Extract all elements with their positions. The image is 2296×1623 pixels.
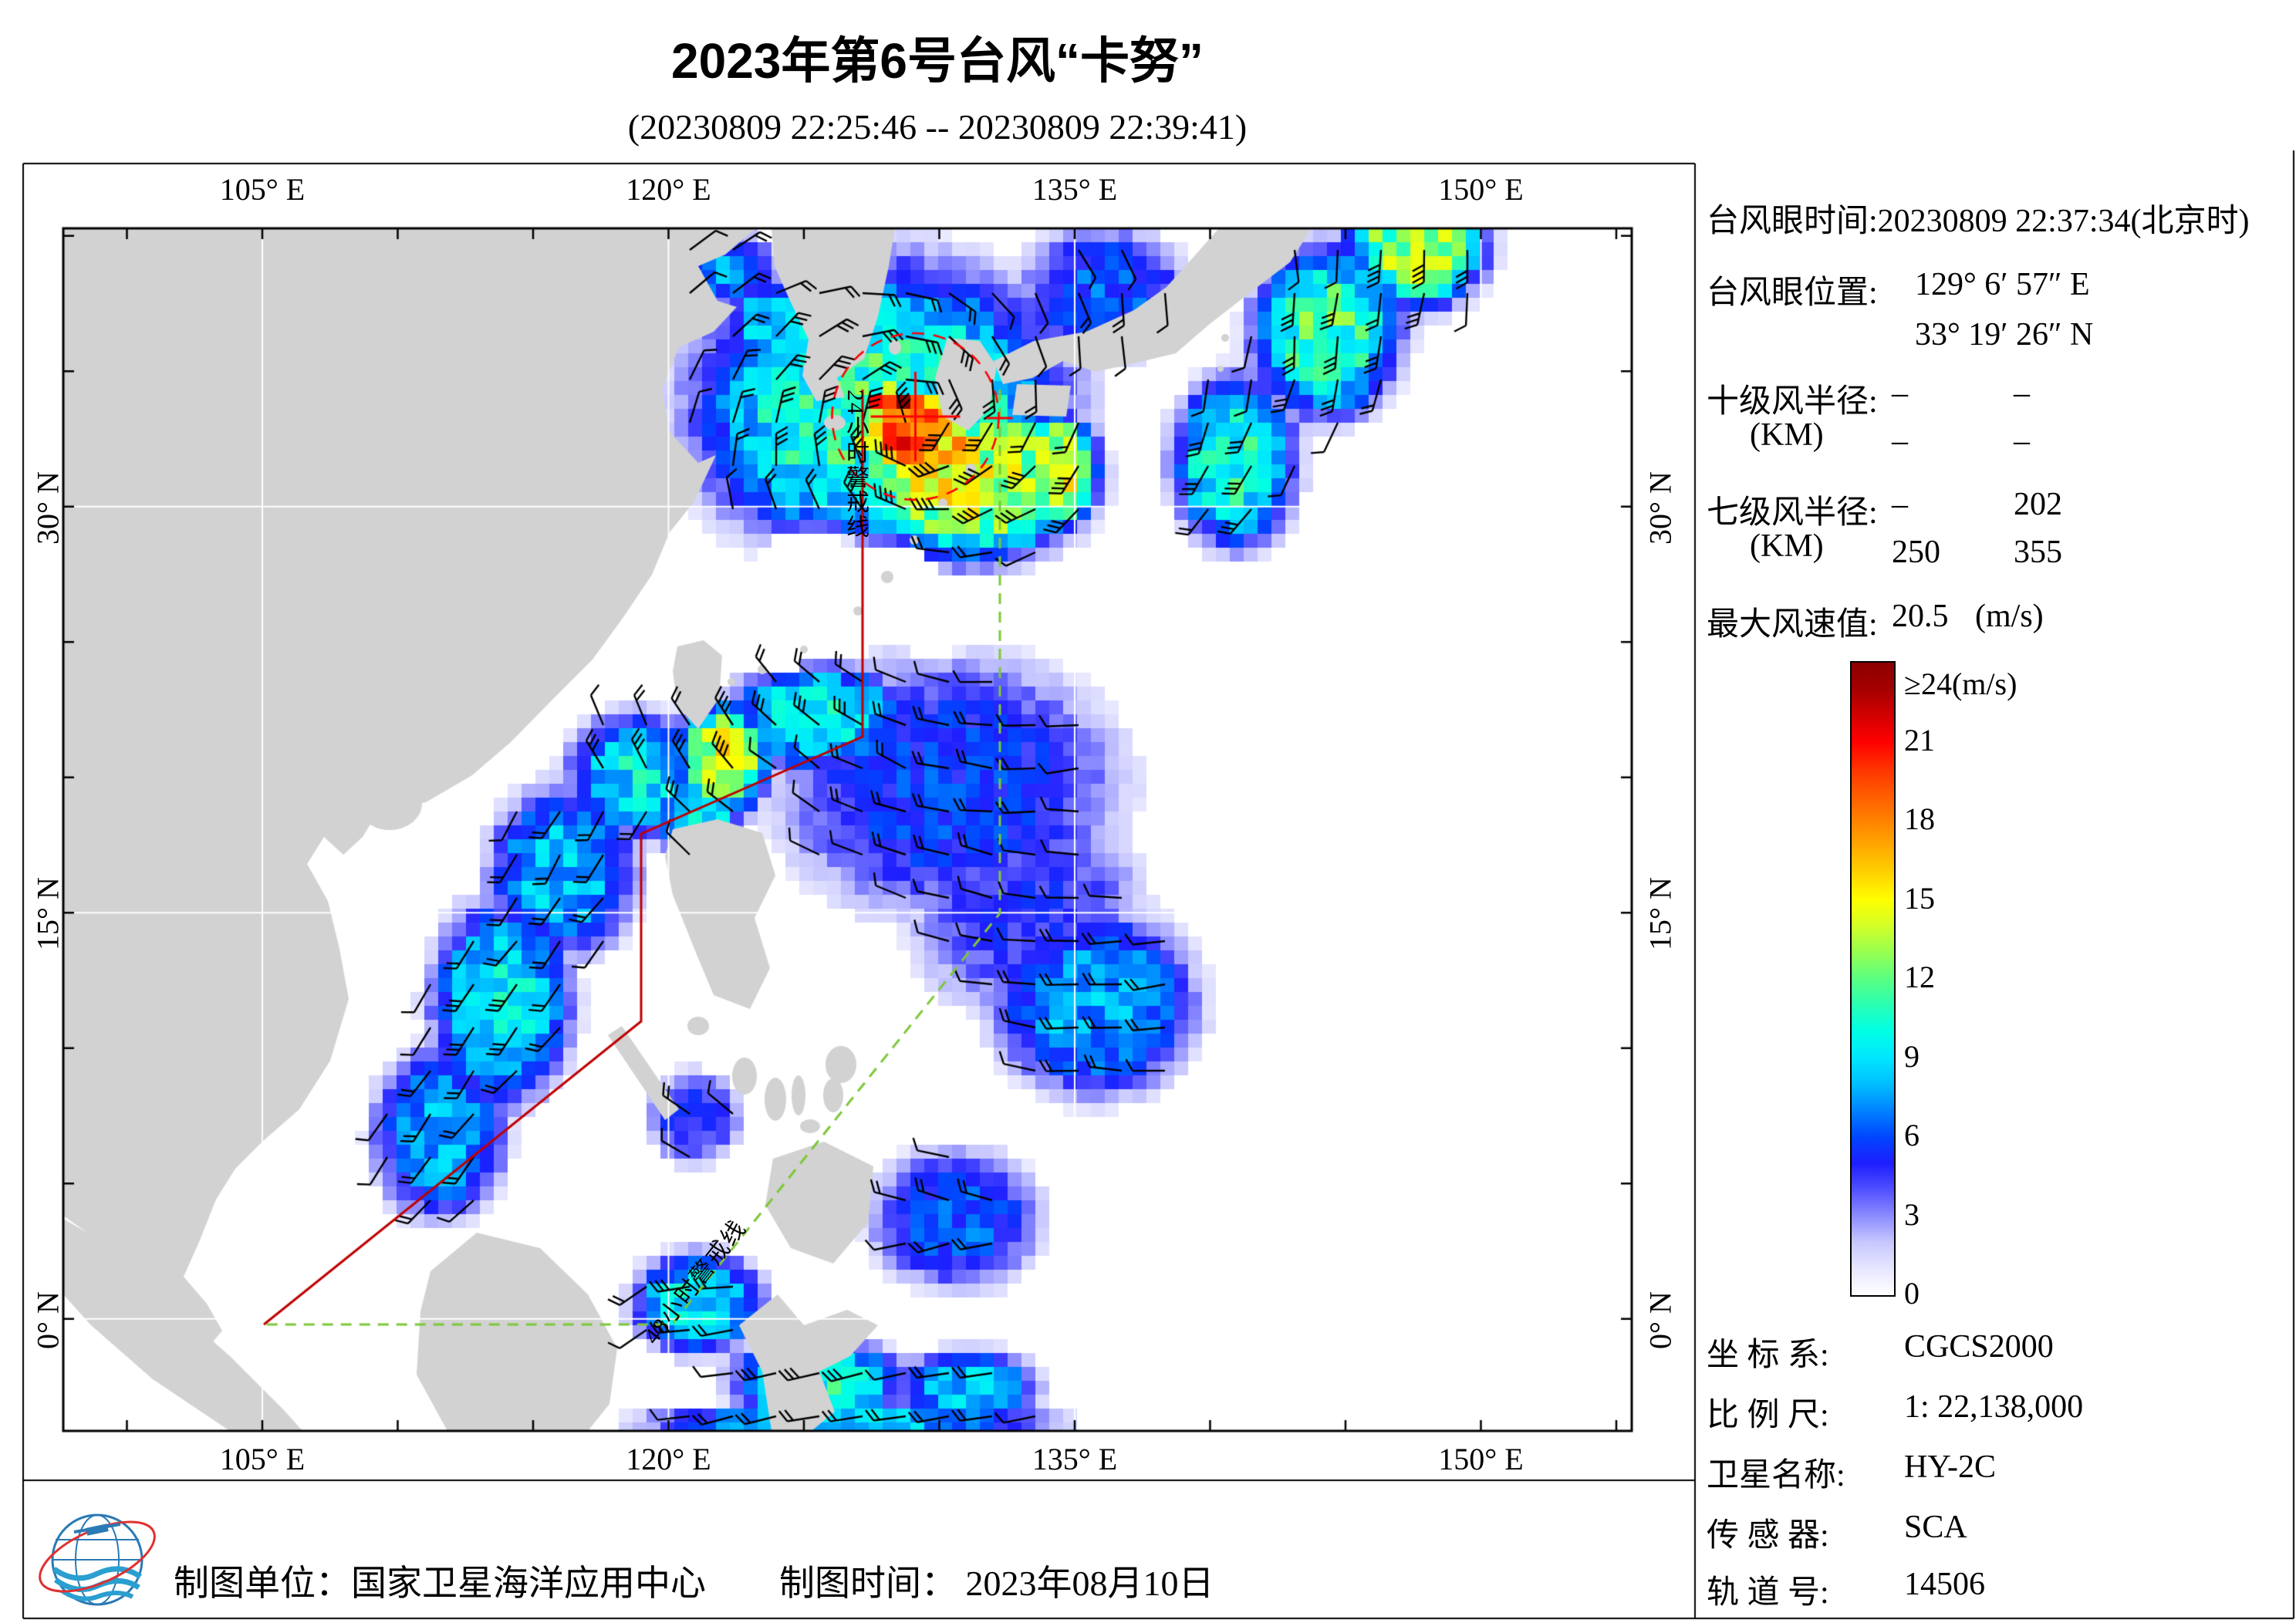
vmax-label: 最大风速值: — [1707, 607, 1878, 643]
eye-pos-lat: 33° 19′ 26″ N — [1915, 317, 2094, 353]
lon-tick-label: 150° E — [1438, 172, 1524, 207]
lon-tick-label: 135° E — [1032, 1442, 1118, 1476]
lon-tick-label: 105° E — [219, 172, 306, 207]
r10-unit: (KM) — [1750, 417, 1824, 453]
maptime-label: 制图时间： — [779, 1564, 957, 1603]
vmax-value: 20.5 — [1892, 599, 1949, 634]
colorbar-tick-label: 0 — [1904, 1276, 1920, 1311]
lat-tick-label: 30° N — [30, 471, 66, 545]
maker-label: 制图单位： — [174, 1564, 351, 1603]
colorbar-tick-label: 9 — [1904, 1038, 1920, 1074]
sensor-value: SCA — [1904, 1510, 1967, 1545]
colorbar-top-label: ≥24(m/s) — [1904, 666, 2017, 701]
lon-tick-label: 120° E — [626, 172, 711, 207]
satellite-value: HY-2C — [1904, 1449, 1997, 1485]
lat-tick-label: 15° N — [1643, 877, 1678, 951]
coord-label: 坐 标 系: — [1707, 1338, 1829, 1373]
lon-tick-label: 105° E — [219, 1442, 306, 1476]
vmax-unit: (m/s) — [1975, 599, 2044, 634]
r10-value: – — [1892, 423, 1908, 459]
agency-logo — [39, 1513, 156, 1606]
wind-speed-colorbar — [1850, 661, 1896, 1297]
page-title: 2023年第6号台风“卡努” — [671, 33, 1204, 89]
r7-unit: (KM) — [1750, 528, 1824, 564]
colorbar-tick-label: 21 — [1904, 722, 1935, 758]
maker-value: 国家卫星海洋应用中心 — [351, 1564, 706, 1603]
r10-value: – — [1892, 376, 1908, 411]
lat-tick-label: 15° N — [30, 877, 66, 951]
r7-value: 250 — [1892, 535, 1940, 570]
eye-pos-label: 台风眼位置: — [1707, 275, 1878, 311]
colorbar-tick-label: 6 — [1904, 1118, 1920, 1152]
r7-value: – — [1892, 487, 1908, 522]
lat-tick-label: 0° N — [1643, 1291, 1678, 1349]
r10-value: – — [2014, 376, 2030, 411]
satellite-label: 卫星名称: — [1707, 1458, 1845, 1493]
eye-time-label: 台风眼时间: — [1707, 204, 1878, 239]
colorbar-tick-label: 15 — [1904, 880, 1935, 916]
r7-label: 七级风半径: — [1707, 495, 1878, 531]
coord-value: CGCS2000 — [1904, 1329, 2054, 1365]
r7-value: 355 — [2014, 535, 2062, 570]
maptime-value: 2023年08月10日 — [965, 1564, 1214, 1603]
colorbar-tick-label: 12 — [1904, 960, 1935, 994]
lon-tick-label: 120° E — [626, 1442, 711, 1476]
colorbar-tick-label: 18 — [1904, 801, 1935, 836]
r10-label: 十级风半径: — [1707, 384, 1878, 420]
scale-label: 比 例 尺: — [1707, 1398, 1829, 1433]
orbit-label: 轨 道 号: — [1707, 1575, 1829, 1611]
lat-tick-label: 30° N — [1643, 471, 1678, 545]
sensor-label: 传 感 器: — [1707, 1518, 1829, 1554]
warning-line-24h-label: 24小时警戒线 — [842, 390, 868, 539]
r10-value: – — [2014, 423, 2030, 459]
eye-time-value: 20230809 22:37:34(北京时) — [1877, 204, 2250, 239]
colorbar-tick-label: 3 — [1904, 1196, 1920, 1232]
lon-tick-label: 150° E — [1438, 1442, 1524, 1476]
scale-value: 1: 22,138,000 — [1904, 1389, 2084, 1425]
eye-pos-lon: 129° 6′ 57″ E — [1915, 267, 2090, 302]
lat-tick-label: 0° N — [30, 1291, 66, 1349]
page-subtitle: (20230809 22:25:46 -- 20230809 22:39:41) — [627, 107, 1248, 147]
orbit-value: 14506 — [1904, 1567, 1985, 1602]
lon-tick-label: 135° E — [1032, 172, 1118, 207]
r7-value: 202 — [2014, 487, 2062, 522]
